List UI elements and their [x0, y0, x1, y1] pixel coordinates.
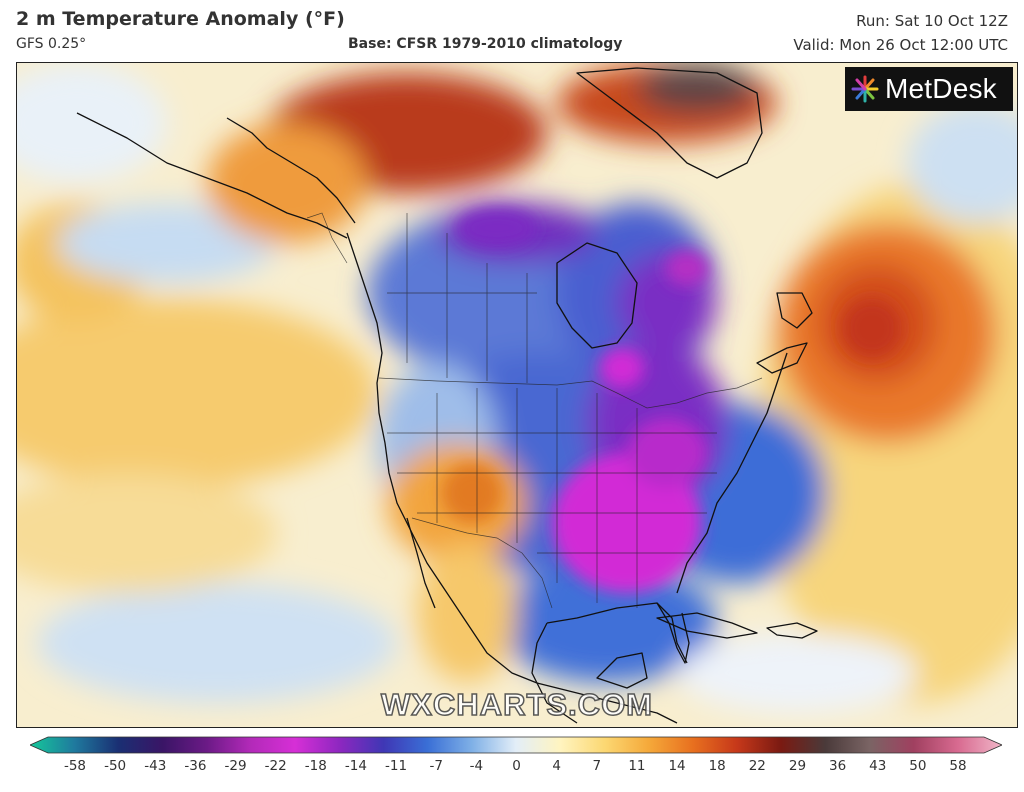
yucatan — [596, 652, 648, 689]
colorbar-tick-label: 36 — [828, 758, 847, 774]
colorbar — [29, 736, 1003, 754]
colorbar-tick-label: 50 — [909, 758, 927, 774]
colorbar-ticks: -58 -50 -43 -36 -29 -22 -18 -14 -11 -7 -4 0 4 7 11 14 18… — [0, 758, 1024, 778]
colorbar-tick-label: 43 — [869, 758, 887, 774]
neutral-nw — [17, 63, 167, 183]
pacific-coast — [346, 232, 678, 724]
model-label: GFS 0.25° — [16, 36, 87, 52]
atlantic-hot-eye — [842, 298, 902, 358]
colorbar-tick-label: 0 — [512, 758, 521, 774]
pacific-warm-band — [17, 298, 377, 488]
header: 2 m Temperature Anomaly (°F) GFS 0.25° B… — [0, 0, 1024, 62]
ohio-extreme-cold — [627, 418, 707, 488]
colorbar-tick-label: -18 — [304, 758, 327, 774]
colorbar-tick-label: 14 — [668, 758, 686, 774]
colorbar-tick-label: 18 — [708, 758, 726, 774]
hudson-bay — [556, 242, 638, 349]
run-time-label: Run: Sat 10 Oct 12Z — [856, 12, 1008, 30]
anomaly-core — [442, 208, 902, 593]
anomaly-map[interactable]: MetDesk WXCHARTS.COM — [16, 62, 1018, 728]
pacific-cool-south — [37, 583, 397, 703]
newfoundland — [776, 292, 813, 329]
colorbar-tick-label: -50 — [104, 758, 127, 774]
alaska-warm — [207, 123, 367, 243]
valid-time-label: Valid: Mon 26 Oct 12:00 UTC — [793, 36, 1008, 54]
southwest-hot — [442, 463, 502, 523]
wxcharts-watermark: WXCHARTS.COM — [380, 686, 654, 723]
colorbar-tick-label: 58 — [949, 758, 967, 774]
climatology-base-label: Base: CFSR 1979-2010 climatology — [348, 36, 623, 52]
southeast-extreme-cold — [552, 453, 702, 593]
florida — [656, 602, 690, 664]
colorbar-tick-label: 11 — [628, 758, 646, 774]
nova-scotia — [756, 342, 808, 374]
borders — [306, 212, 763, 609]
colorbar-tick-label: -22 — [264, 758, 287, 774]
mexico-warm — [417, 543, 517, 683]
mexico-gulf-coast — [531, 622, 578, 724]
metdesk-logo: MetDesk — [845, 67, 1013, 111]
colorbar-tick-label: -7 — [429, 758, 443, 774]
pacific-warm-south — [17, 473, 277, 593]
hispaniola — [766, 622, 818, 639]
arctic-extreme — [637, 63, 757, 113]
us-mexico-border — [411, 517, 553, 609]
colorbar-tick-label: 22 — [748, 758, 766, 774]
great-lakes-extreme — [600, 348, 644, 388]
us-canada-border — [378, 377, 763, 409]
colorbar-tick-label: -58 — [63, 758, 87, 774]
atlantic-cool-ne — [907, 103, 1017, 223]
colorbar-tick-label: -4 — [469, 758, 484, 774]
baja-coast — [406, 517, 436, 609]
metdesk-logo-text: MetDesk — [885, 73, 997, 104]
alaska-south-coast — [226, 117, 356, 224]
greenland-coast — [576, 67, 763, 179]
pacific-cool-patch — [57, 203, 277, 283]
map-canvas — [17, 63, 1017, 727]
colorbar-tick-label: -29 — [224, 758, 247, 774]
metdesk-burst-icon — [845, 67, 885, 111]
alaska-coast — [76, 112, 348, 239]
quebec-purple — [665, 250, 709, 286]
caribbean-cool — [677, 633, 917, 713]
colorbar-tick-label: -11 — [385, 758, 408, 774]
colorbar-tick-label: -14 — [344, 758, 367, 774]
colorbar-tick-label: -43 — [144, 758, 167, 774]
chart-title: 2 m Temperature Anomaly (°F) — [16, 8, 345, 30]
gulf-cold — [497, 563, 717, 683]
colorbar-tick-label: 29 — [788, 758, 807, 774]
colorbar-tick-label: 4 — [552, 758, 561, 774]
colorbar-ramp — [29, 736, 1003, 754]
alaska-canada-border — [306, 212, 348, 264]
colorbar-tick-label: 7 — [592, 758, 602, 774]
colorbar-tick-label: -36 — [184, 758, 207, 774]
colorbar-svg — [29, 736, 1003, 754]
cuba — [656, 612, 758, 639]
nw-canada-purple — [457, 208, 537, 248]
